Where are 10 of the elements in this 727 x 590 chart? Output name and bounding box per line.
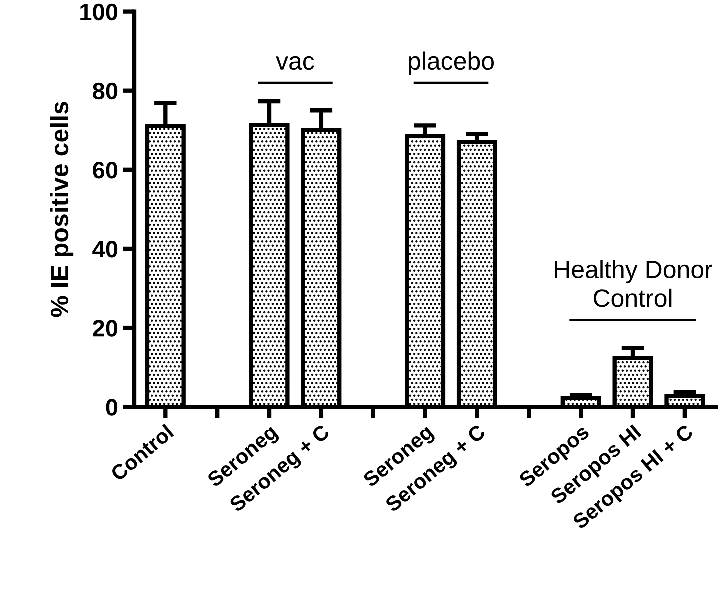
y-axis-title: % IE positive cells <box>50 102 74 318</box>
y-tick-label: 20 <box>93 320 118 337</box>
annotation: vac <box>276 56 314 70</box>
y-tick-label: 80 <box>93 82 118 100</box>
y-tick-label: 60 <box>93 162 118 179</box>
y-tick-label: 40 <box>92 241 118 258</box>
annotation: Healthy Donor Control <box>555 260 712 308</box>
y-tick-label: 0 <box>106 399 118 416</box>
annotation: placebo <box>409 52 494 76</box>
y-tick-label: 100 <box>80 4 118 21</box>
